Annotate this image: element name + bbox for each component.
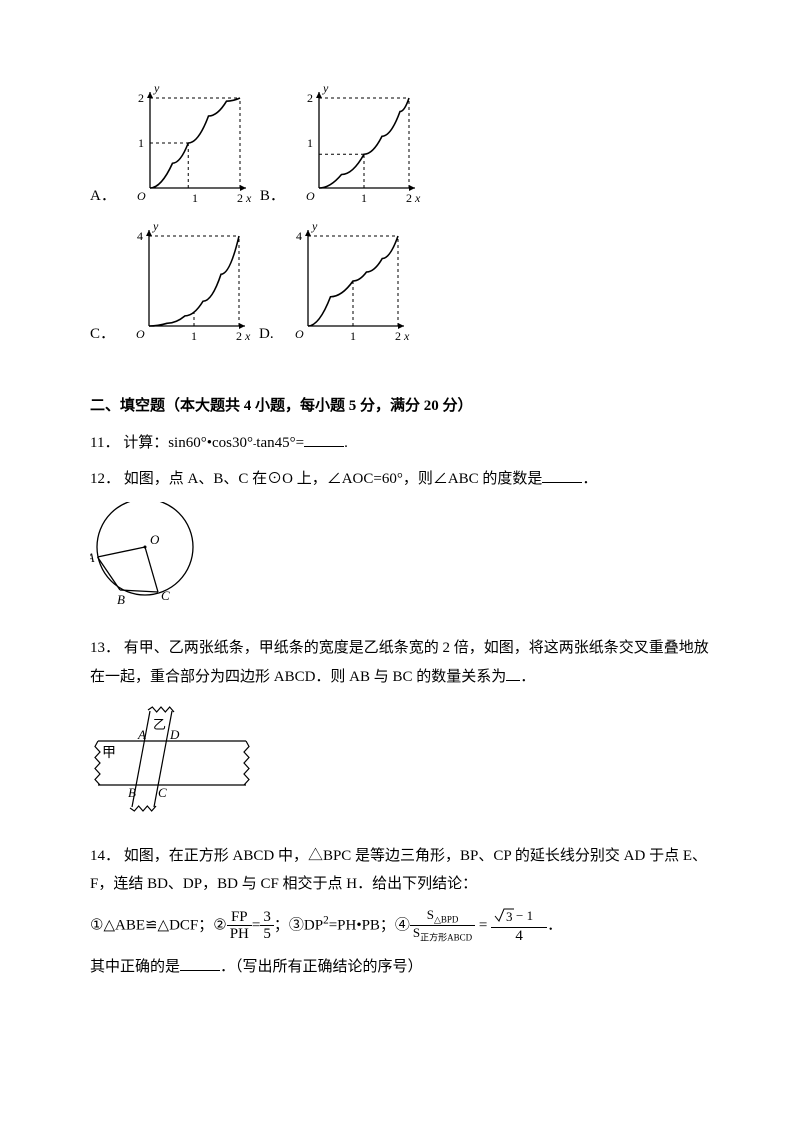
svg-text:y: y	[153, 81, 160, 95]
svg-text:B: B	[128, 785, 136, 800]
q14-st1: ①△ABE≌△DCF；②	[90, 917, 227, 933]
q14-period: ．	[547, 917, 562, 933]
svg-text:2: 2	[395, 329, 401, 343]
q10-opt-b-label: B．	[260, 182, 285, 211]
q14-sub2: 正方形ABCD	[420, 933, 472, 943]
q14-sabcd-wrap: S正方形ABCD	[410, 925, 475, 943]
q10-chart-a: 1 2 1 2 Ox y	[122, 80, 252, 210]
q14-frac3: 3− 14	[491, 907, 547, 945]
svg-text:B: B	[117, 592, 125, 607]
q12: 12． 如图，点 A、B、C 在⊙O 上，∠AOC=60°，则∠ABC 的度数是…	[90, 465, 710, 494]
q14-fp: FP	[227, 909, 252, 926]
svg-text:1: 1	[350, 329, 356, 343]
svg-text:2: 2	[236, 329, 242, 343]
svg-text:4: 4	[137, 229, 143, 243]
q12-fig: O A B C	[90, 502, 220, 612]
q10-row1: A． 1 2 1 2 Ox y B． 1 2 1 2 Ox y	[90, 80, 710, 210]
q14-r2d: 4	[491, 927, 547, 945]
q10-opt-d-label: D.	[259, 320, 274, 349]
q14-num: 14．	[90, 848, 120, 864]
q12-num: 12．	[90, 471, 120, 487]
q14-frac1: FPPH	[227, 909, 252, 943]
svg-text:x: x	[403, 329, 410, 343]
q11-num: 11．	[90, 435, 119, 451]
q14-frac2: S△BPDS正方形ABCD	[410, 908, 475, 944]
svg-text:x: x	[414, 191, 421, 205]
q14-text: 如图，在正方形 ABCD 中，△BPC 是等边三角形，BP、CP 的延长线分别交…	[90, 848, 707, 893]
q14-blank2	[180, 956, 220, 971]
svg-text:2: 2	[138, 91, 144, 105]
q10-chart-d: 4 1 2 Ox y	[280, 218, 410, 348]
q12-period: ．	[582, 471, 597, 487]
q14-statements: ①△ABE≌△DCF；②FPPH=35；③DP2=PH•PB；④S△BPDS正方…	[90, 907, 710, 945]
q14-last-text: 其中正确的是	[90, 959, 180, 975]
q10-opt-c-label: C．	[90, 320, 115, 349]
section-2-title: 二、填空题（本大题共 4 小题，每小题 5 分，满分 20 分）	[90, 392, 710, 421]
svg-text:O: O	[136, 327, 145, 341]
svg-text:2: 2	[307, 91, 313, 105]
q14-ph: PH	[227, 925, 252, 943]
q11-blank	[304, 432, 344, 447]
svg-text:甲: 甲	[102, 746, 116, 761]
svg-text:x: x	[245, 191, 252, 205]
q12-blank	[542, 468, 582, 483]
svg-text:3: 3	[506, 909, 513, 923]
svg-text:A: A	[90, 550, 95, 565]
svg-text:1: 1	[192, 191, 198, 205]
svg-text:C: C	[158, 785, 167, 800]
q14-stem: 14． 如图，在正方形 ABCD 中，△BPC 是等边三角形，BP、CP 的延长…	[90, 842, 710, 899]
q14-eq3: =	[479, 917, 487, 933]
q11: 11． 计算：sin60°•cos30°-tan45°=.	[90, 429, 710, 458]
svg-text:1: 1	[138, 136, 144, 150]
svg-text:x: x	[244, 329, 251, 343]
q14-frac1b: 35	[260, 909, 274, 943]
q13-period: ．	[520, 669, 535, 685]
svg-text:1: 1	[307, 136, 313, 150]
svg-text:2: 2	[406, 191, 412, 205]
q13: 13． 有甲、乙两张纸条，甲纸条的宽度是乙纸条宽的 2 倍，如图，将这两张纸条交…	[90, 634, 710, 691]
q11-period: .	[344, 435, 348, 451]
svg-text:D: D	[169, 727, 180, 742]
svg-text:O: O	[306, 189, 315, 203]
svg-text:C: C	[161, 588, 170, 603]
svg-text:− 1: − 1	[516, 908, 533, 923]
q14-r2n: 3− 1	[491, 907, 547, 928]
svg-text:乙: 乙	[153, 717, 166, 732]
q12-text: 如图，点 A、B、C 在⊙O 上，∠AOC=60°，则∠ABC 的度数是	[124, 471, 543, 487]
q11-text: 计算：sin60°•cos30°	[123, 435, 253, 451]
svg-text:y: y	[311, 219, 318, 233]
svg-text:O: O	[137, 189, 146, 203]
q10-chart-c: 4 1 2 Ox y	[121, 218, 251, 348]
q13-num: 13．	[90, 640, 120, 656]
svg-text:1: 1	[361, 191, 367, 205]
svg-text:2: 2	[237, 191, 243, 205]
q10-chart-b: 1 2 1 2 Ox y	[291, 80, 421, 210]
svg-text:O: O	[150, 532, 160, 547]
q13-blank	[506, 666, 520, 681]
q14-r1n: 3	[260, 909, 274, 926]
q10-opt-a-label: A．	[90, 182, 116, 211]
q13-text: 有甲、乙两张纸条，甲纸条的宽度是乙纸条宽的 2 倍，如图，将这两张纸条交叉重叠地…	[90, 640, 709, 685]
q14-st2: ；③DP	[274, 917, 323, 933]
svg-text:1: 1	[191, 329, 197, 343]
q14-sbpd-wrap: S△BPD	[410, 908, 475, 925]
q14-blank2-text: ．（写出所有正确结论的序号）	[220, 959, 423, 975]
q14-sub1: △BPD	[434, 914, 458, 924]
svg-text:y: y	[152, 219, 159, 233]
svg-text:4: 4	[296, 229, 302, 243]
svg-text:A: A	[137, 727, 146, 742]
q11-text2: tan45°=	[256, 435, 304, 451]
q14-sbpd: S	[427, 907, 434, 922]
q14-last: 其中正确的是 ．（写出所有正确结论的序号）	[90, 953, 710, 982]
q10-row2: C． 4 1 2 Ox y D. 4 1 2 Ox y	[90, 218, 710, 348]
q13-fig-wrap: A D B C 甲 乙	[90, 699, 710, 830]
svg-text:y: y	[322, 81, 329, 95]
q13-fig: A D B C 甲 乙	[90, 699, 260, 819]
svg-text:O: O	[295, 327, 304, 341]
q12-fig-wrap: O A B C	[90, 502, 710, 623]
q14-eq2: =PH•PB；④	[329, 917, 410, 933]
q14-r1d: 5	[260, 925, 274, 943]
q14-eq1: =	[252, 917, 260, 933]
